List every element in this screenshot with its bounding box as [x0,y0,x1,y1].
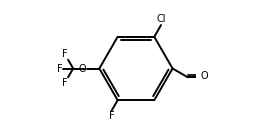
Text: O: O [201,71,208,81]
Text: F: F [62,49,68,59]
Text: Cl: Cl [156,14,166,24]
Text: F: F [57,64,63,73]
Text: F: F [62,78,68,88]
Text: F: F [109,112,114,122]
Text: O: O [79,64,86,73]
